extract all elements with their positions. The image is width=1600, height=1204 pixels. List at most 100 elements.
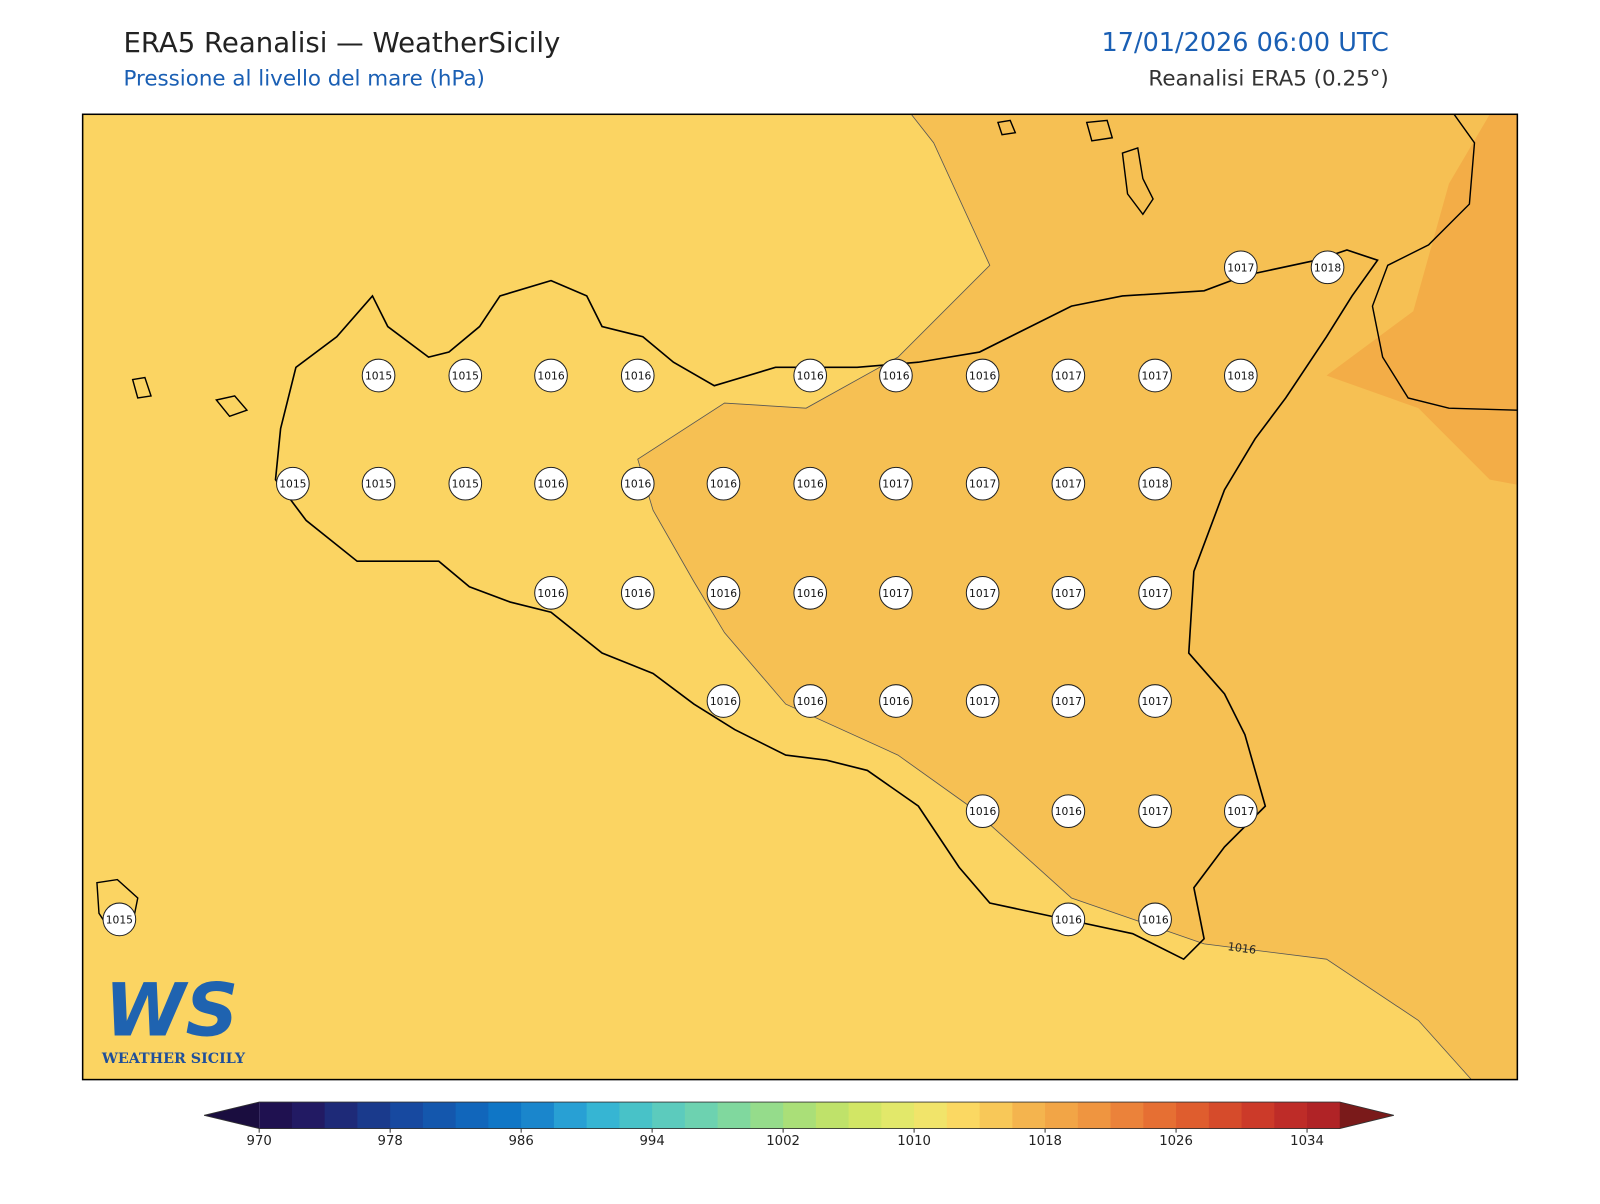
station-value: 1017 xyxy=(1055,587,1082,600)
colorbar-under xyxy=(204,1102,260,1129)
station-marker xyxy=(620,358,655,393)
station-value: 1017 xyxy=(882,587,909,600)
station-marker xyxy=(620,466,655,501)
station-marker xyxy=(879,466,913,501)
colorbar-tick-label: 1002 xyxy=(766,1134,800,1149)
logo-mark: WS xyxy=(104,968,238,1053)
datetime: 17/01/2026 06:00 UTC xyxy=(1102,28,1389,58)
station-marker xyxy=(1223,794,1258,829)
station-marker xyxy=(1138,466,1172,501)
station-value: 1018 xyxy=(1141,478,1168,491)
station-marker xyxy=(965,358,1000,393)
station-marker xyxy=(965,794,1000,829)
colorbar-swatch xyxy=(914,1102,948,1129)
station-marker xyxy=(1138,576,1172,610)
station-value: 1016 xyxy=(624,478,651,491)
colorbar-swatch xyxy=(521,1102,555,1129)
station-marker xyxy=(102,902,137,937)
station-value: 1016 xyxy=(1055,913,1082,926)
island xyxy=(215,395,249,418)
station-layer: 1017 1018 1015 1015 1016 1016 1016 1016 1016 1017… xyxy=(102,250,1345,937)
station-value: 1016 xyxy=(882,370,909,383)
station-marker xyxy=(361,466,396,501)
colorbar-swatch xyxy=(357,1102,391,1129)
colorbar-swatch xyxy=(1176,1102,1210,1129)
station-value: 1016 xyxy=(710,478,737,491)
colorbar-tick-label: 994 xyxy=(639,1134,664,1149)
colorbar-tick-label: 1026 xyxy=(1159,1134,1193,1149)
station-marker xyxy=(1051,466,1086,501)
island xyxy=(1085,119,1114,142)
station-marker xyxy=(1223,358,1258,393)
colorbar-over xyxy=(1339,1102,1394,1129)
station-value: 1016 xyxy=(882,695,909,708)
field-high xyxy=(1326,114,1518,485)
station-marker xyxy=(448,466,483,501)
colorbar-swatch xyxy=(1307,1102,1341,1129)
station-value: 1016 xyxy=(797,370,824,383)
station-marker xyxy=(706,576,741,610)
station-value: 1016 xyxy=(797,695,824,708)
colorbar-tick-label: 1010 xyxy=(897,1134,931,1149)
colorbar-swatch xyxy=(1012,1102,1046,1129)
colorbar-swatch xyxy=(1208,1102,1243,1129)
station-marker xyxy=(620,576,655,610)
station-marker xyxy=(1138,684,1172,718)
station-marker xyxy=(534,466,568,501)
station-value: 1016 xyxy=(624,370,651,383)
colorbar-swatch xyxy=(1274,1102,1308,1129)
colorbar-tick-label: 978 xyxy=(378,1134,403,1149)
station-marker xyxy=(1138,794,1172,829)
station-marker xyxy=(965,466,1000,501)
colorbar-swatch xyxy=(717,1102,751,1129)
station-value: 1015 xyxy=(106,913,133,926)
station-value: 1016 xyxy=(710,587,737,600)
station-value: 1016 xyxy=(969,370,996,383)
station-marker xyxy=(534,576,568,610)
colorbar-swatch xyxy=(1045,1102,1079,1129)
station-value: 1017 xyxy=(1227,805,1254,818)
station-value: 1017 xyxy=(882,478,909,491)
station-value: 1018 xyxy=(1314,261,1341,274)
island xyxy=(1121,147,1154,216)
station-value: 1017 xyxy=(1055,478,1082,491)
station-value: 1015 xyxy=(452,370,479,383)
station-marker xyxy=(1051,902,1086,937)
colorbar-swatch xyxy=(259,1102,293,1129)
colorbar-swatch xyxy=(390,1102,424,1129)
station-value: 1016 xyxy=(710,695,737,708)
station-marker xyxy=(1138,358,1172,393)
station-value: 1016 xyxy=(797,587,824,600)
colorbar-tick-label: 986 xyxy=(509,1134,534,1149)
station-marker xyxy=(965,576,1000,610)
sicily-coast xyxy=(274,249,1379,961)
island xyxy=(997,119,1017,136)
colorbar: 970 978 986 994 1002 1010 1018 1026 1034 xyxy=(203,1101,1394,1149)
station-marker xyxy=(534,358,568,393)
colorbar-swatch xyxy=(979,1102,1013,1129)
station-value: 1017 xyxy=(1055,370,1082,383)
colorbar-swatch xyxy=(324,1102,358,1129)
logo-text: WEATHER SICILY xyxy=(101,1051,246,1067)
station-value: 1015 xyxy=(279,478,306,491)
station-marker xyxy=(879,358,913,393)
station-marker xyxy=(1310,250,1345,285)
island xyxy=(131,376,152,399)
colorbar-swatch xyxy=(1110,1102,1144,1129)
station-marker xyxy=(879,684,913,718)
station-value: 1017 xyxy=(1227,261,1254,274)
colorbar-swatch xyxy=(652,1102,686,1129)
colorbar-swatch xyxy=(422,1102,457,1129)
station-marker xyxy=(1223,250,1258,285)
colorbar-swatch xyxy=(684,1102,719,1129)
station-value: 1017 xyxy=(1141,370,1168,383)
station-marker xyxy=(706,466,741,501)
station-value: 1015 xyxy=(452,478,479,491)
station-marker xyxy=(879,576,913,610)
station-value: 1017 xyxy=(1141,587,1168,600)
station-marker xyxy=(706,684,741,718)
station-marker xyxy=(448,358,483,393)
colorbar-swatch xyxy=(1143,1102,1177,1129)
colorbar-swatch xyxy=(848,1102,882,1129)
